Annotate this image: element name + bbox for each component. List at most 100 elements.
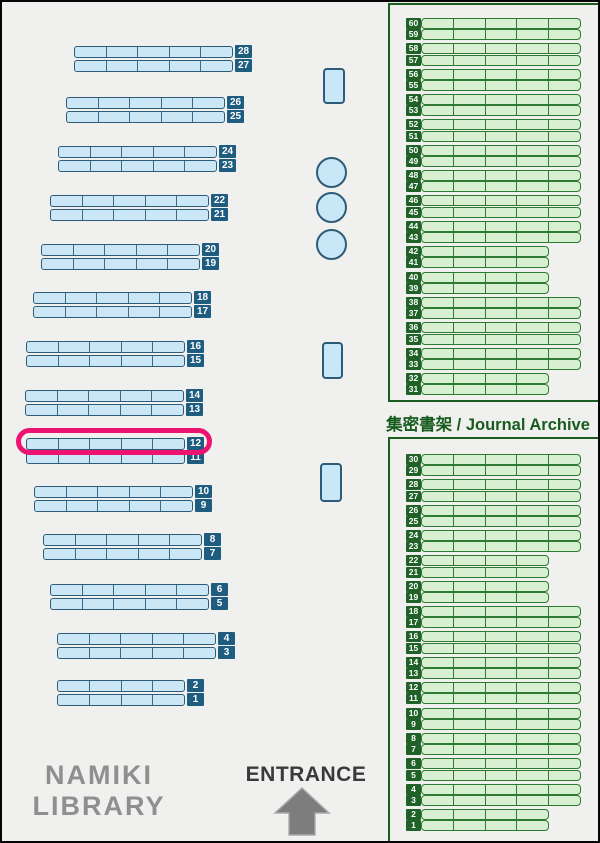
shelf-segment [59, 453, 91, 463]
shelf-segment [454, 491, 486, 501]
shelf-segment [422, 157, 454, 167]
archive-bar-59 [421, 29, 581, 41]
shelf-segment [51, 196, 83, 206]
shelf-segment [90, 634, 122, 644]
shelf-segment [422, 309, 454, 319]
shelf-segment [422, 171, 454, 181]
shelf-segment [486, 745, 518, 755]
shelf-segment [454, 593, 486, 603]
shelf-segment [162, 98, 194, 108]
archive-bar-46 [421, 195, 581, 207]
shelf-segment [549, 335, 580, 344]
shelf-bar-16 [26, 341, 185, 353]
shelf-segment [549, 132, 580, 141]
shelf-segment [517, 334, 550, 344]
archive-number-badge-1: 1 [406, 820, 421, 832]
shelf-bar-28 [74, 46, 233, 58]
archive-bar-48 [421, 170, 581, 182]
shelf-segment [517, 568, 548, 577]
shelf-segment [59, 356, 91, 366]
shelf-segment [422, 81, 454, 90]
shelf-segment [454, 708, 486, 718]
shelf-segment [486, 207, 518, 217]
shelf-segment [517, 517, 550, 526]
archive-number-badge-35: 35 [406, 333, 421, 345]
shelf-segment [517, 196, 550, 206]
shelf-segment [129, 307, 161, 317]
shelf-number-badge-14: 14 [186, 389, 203, 402]
shelf-bar-15 [26, 355, 185, 367]
archive-number-badge-12: 12 [406, 682, 421, 694]
shelf-segment [422, 480, 454, 490]
shelf-segment [454, 145, 486, 155]
shelf-segment [90, 453, 122, 463]
shelf-number-badge-25: 25 [227, 110, 244, 123]
shelf-segment [184, 648, 215, 658]
shelf-segment [517, 643, 550, 653]
shelf-segment [422, 247, 454, 257]
archive-bar-8 [421, 732, 581, 744]
shelf-segment [454, 233, 486, 243]
shelf-segment [153, 356, 184, 366]
shelf-segment [58, 391, 90, 401]
table-rect-1 [323, 68, 345, 104]
shelf-bar-24 [58, 146, 217, 158]
archive-bar-2 [421, 808, 549, 820]
shelf-segment [486, 542, 518, 552]
shelf-segment [517, 182, 550, 192]
archive-number-badge-40: 40 [406, 271, 421, 283]
shelf-segment [146, 210, 178, 220]
archive-bar-43 [421, 232, 581, 244]
shelf-segment [486, 531, 518, 541]
shelf-row-20: 20 [41, 243, 220, 256]
shelf-segment [154, 147, 186, 157]
archive-row-4: 4 [390, 783, 590, 795]
shelf-segment [454, 247, 486, 257]
shelf-segment [91, 147, 123, 157]
shelf-segment [454, 131, 486, 141]
archive-row-49: 49 [390, 156, 590, 168]
shelf-segment [517, 19, 550, 28]
archive-bar-55 [421, 80, 581, 91]
shelf-segment [486, 632, 518, 642]
shelf-segment [486, 221, 518, 231]
archive-row-37: 37 [390, 308, 590, 320]
archive-row-29: 29 [390, 465, 590, 477]
shelf-segment [422, 505, 454, 515]
shelf-segment [122, 681, 154, 691]
shelf-segment [549, 683, 580, 692]
library-name-line1: NAMIKI [45, 760, 153, 790]
shelf-segment [517, 733, 550, 743]
shelf-row-1: 1 [57, 693, 205, 706]
shelf-segment [153, 695, 184, 705]
archive-row-15: 15 [390, 642, 590, 654]
archive-bar-38 [421, 296, 581, 308]
shelf-segment [486, 480, 518, 490]
archive-number-badge-56: 56 [406, 68, 421, 80]
shelf-segment [517, 810, 548, 819]
shelf-bar-6 [50, 584, 209, 596]
archive-number-badge-3: 3 [406, 794, 421, 806]
shelf-segment [517, 323, 550, 333]
shelf-segment [139, 535, 171, 545]
shelf-segment [454, 373, 486, 383]
shelf-bar-22 [50, 195, 209, 207]
shelf-segment [486, 455, 518, 464]
shelf-segment [454, 69, 486, 79]
archive-bar-36 [421, 322, 581, 334]
archive-bar-24 [421, 530, 581, 542]
shelf-segment [422, 55, 454, 65]
archive-row-39: 39 [390, 282, 590, 294]
archive-row-43: 43 [390, 232, 590, 244]
archive-number-badge-52: 52 [406, 119, 421, 131]
shelf-segment [107, 47, 139, 57]
shelf-segment [422, 106, 454, 116]
shelf-segment [58, 695, 90, 705]
shelf-segment [67, 98, 99, 108]
archive-number-badge-14: 14 [406, 656, 421, 668]
archive-row-30: 30 [390, 454, 590, 465]
shelf-segment [549, 492, 580, 501]
shelf-segment [517, 491, 550, 501]
shelf-segment [161, 501, 192, 511]
shelf-row-14: 14 [25, 389, 204, 402]
